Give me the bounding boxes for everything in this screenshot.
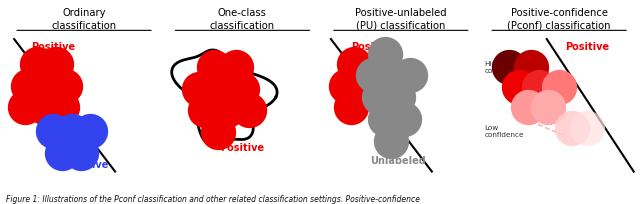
Text: Positive: Positive <box>351 42 396 52</box>
Point <box>341 85 351 88</box>
Title: Positive-unlabeled
(PU) classification: Positive-unlabeled (PU) classification <box>355 8 447 30</box>
Point <box>526 66 536 69</box>
Text: Unlabeled: Unlabeled <box>370 155 426 165</box>
Point <box>237 88 248 91</box>
Point <box>534 86 544 89</box>
Point <box>514 86 524 89</box>
Text: Low
confidence: Low confidence <box>484 125 524 138</box>
Point <box>543 106 554 110</box>
Title: One-class
classification: One-class classification <box>210 8 275 30</box>
Point <box>504 66 515 69</box>
Title: Ordinary
classification: Ordinary classification <box>51 8 116 30</box>
Point <box>374 96 384 99</box>
Point <box>67 130 77 133</box>
Point <box>23 85 33 88</box>
Text: Figure 1: Illustrations of the Pconf classification and other related classifica: Figure 1: Illustrations of the Pconf cla… <box>6 194 420 203</box>
Point <box>60 85 70 88</box>
Text: High
confidence: High confidence <box>484 61 524 74</box>
Point <box>212 131 223 134</box>
Point <box>405 74 415 78</box>
Point <box>38 106 49 110</box>
Point <box>57 106 67 110</box>
Point <box>392 96 403 99</box>
Point <box>368 74 378 78</box>
Point <box>20 106 30 110</box>
Point <box>523 106 533 110</box>
Point <box>85 130 95 133</box>
Point <box>200 109 211 112</box>
Point <box>380 118 390 121</box>
Point <box>51 63 61 66</box>
Point <box>194 88 204 91</box>
Point <box>76 151 86 154</box>
Text: Positive: Positive <box>31 42 76 52</box>
Point <box>360 85 370 88</box>
Text: Positive: Positive <box>220 142 264 152</box>
Point <box>216 88 226 91</box>
Point <box>349 63 359 66</box>
Point <box>380 53 390 56</box>
Point <box>57 151 67 154</box>
Text: Negative: Negative <box>60 159 109 169</box>
Point <box>554 86 564 89</box>
Point <box>222 109 232 112</box>
Title: Positive-confidence
(Pconf) classification: Positive-confidence (Pconf) classificati… <box>508 8 611 30</box>
Point <box>582 127 592 130</box>
Point <box>346 106 356 110</box>
Point <box>231 66 241 69</box>
Point <box>209 66 220 69</box>
Point <box>42 85 52 88</box>
Point <box>243 109 253 112</box>
Point <box>399 118 409 121</box>
Point <box>566 127 577 130</box>
Point <box>48 130 58 133</box>
Point <box>387 74 397 78</box>
Point <box>33 63 43 66</box>
Point <box>387 140 397 143</box>
Text: Positive: Positive <box>565 42 609 52</box>
